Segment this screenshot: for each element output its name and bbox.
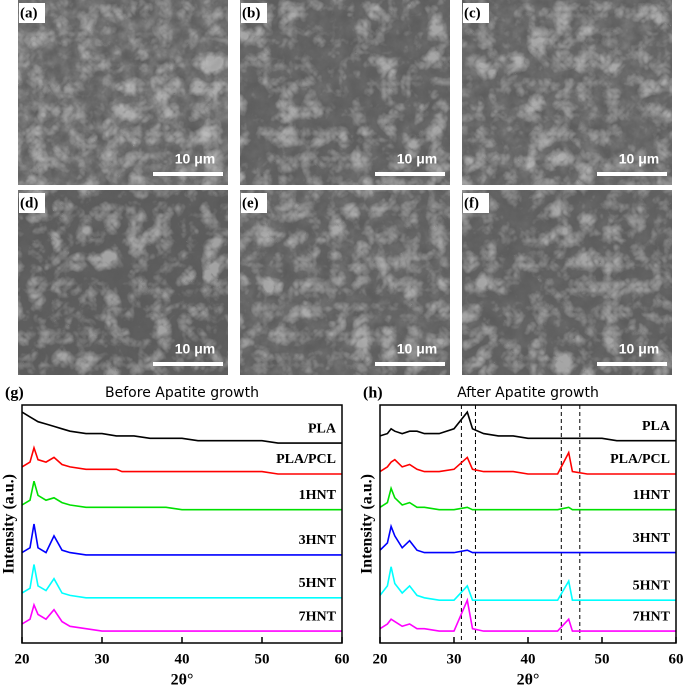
sem-label-box — [241, 3, 267, 23]
x-tick-label: 20 — [15, 651, 30, 667]
xrd-line — [379, 523, 676, 554]
chart-title: Before Apatite growth — [105, 385, 259, 401]
x-tick-label: 30 — [95, 651, 110, 667]
xrd-line — [379, 450, 676, 475]
x-tick-label: 20 — [373, 651, 388, 667]
x-axis-label: 2θ° — [171, 672, 194, 689]
y-axis-label: Intensity (a.u.) — [1, 474, 18, 574]
series-label: 1HNT — [633, 488, 671, 503]
series-label: 3HNT — [633, 531, 671, 546]
xrd-line — [21, 411, 342, 444]
series-label: 7HNT — [299, 609, 337, 624]
series-label: 5HNT — [299, 576, 337, 591]
scale-bar — [153, 362, 223, 366]
sem-label-box — [463, 3, 489, 23]
scale-bar-label: 10 μm — [619, 151, 659, 167]
x-tick-label: 60 — [669, 651, 684, 667]
scale-bar-label: 10 μm — [619, 341, 659, 357]
xrd-line — [379, 566, 676, 601]
sem-highlights — [18, 0, 228, 185]
sem-label: (e) — [242, 195, 259, 211]
sem-highlights — [462, 190, 672, 375]
scale-bar — [375, 362, 445, 366]
series-label: PLA — [642, 419, 671, 434]
sem-highlights — [462, 0, 672, 185]
xrd-line — [21, 564, 342, 599]
sem-highlights — [240, 190, 450, 375]
scale-bar-label: 10 μm — [175, 151, 215, 167]
x-tick-label: 50 — [595, 651, 610, 667]
xrd-line — [379, 410, 676, 442]
xrd-line — [21, 445, 342, 475]
series-label: 5HNT — [633, 578, 671, 593]
series-label: PLA — [308, 421, 337, 436]
xrd-line — [21, 480, 342, 511]
plot-frame — [379, 404, 677, 644]
sem-label-box — [19, 193, 45, 213]
sem-label: (f) — [464, 195, 479, 211]
sem-label-box — [19, 3, 45, 23]
x-tick-label: 50 — [255, 651, 270, 667]
sem-image: (f) 10 μm — [462, 190, 672, 375]
series-label: 1HNT — [299, 488, 337, 503]
sem-label: (d) — [20, 195, 38, 211]
sem-label: (a) — [20, 5, 38, 21]
sem-label-box — [463, 193, 489, 213]
plot-frame — [21, 404, 343, 644]
scale-bar-label: 10 μm — [175, 341, 215, 357]
x-tick-label: 40 — [521, 651, 536, 667]
series-label: PLA/PCL — [610, 452, 670, 467]
x-axis-label: 2θ° — [517, 672, 540, 689]
scale-bar — [597, 362, 667, 366]
sem-label: (b) — [242, 5, 260, 21]
scale-bar — [597, 172, 667, 176]
sem-label: (c) — [464, 5, 481, 21]
sem-image: (c) 10 μm — [462, 0, 672, 185]
scale-bar-label: 10 μm — [397, 151, 437, 167]
sem-highlights — [18, 190, 228, 375]
sem-label-box — [241, 193, 267, 213]
series-label: 3HNT — [299, 533, 337, 548]
series-label: 7HNT — [633, 609, 671, 624]
sem-image: (b) 10 μm — [240, 0, 450, 185]
scale-bar-label: 10 μm — [397, 341, 437, 357]
sem-image: (e) 10 μm — [240, 190, 450, 375]
series-label: PLA/PCL — [276, 452, 336, 467]
scale-bar — [153, 172, 223, 176]
sem-highlights — [240, 0, 450, 185]
xrd-line — [379, 485, 676, 511]
panel-label: (h) — [363, 385, 383, 402]
panel-label: (g) — [5, 385, 24, 402]
chart-title: After Apatite growth — [457, 385, 599, 401]
scale-bar — [375, 172, 445, 176]
x-tick-label: 40 — [175, 651, 190, 667]
sem-image: (a) 10 μm — [18, 0, 228, 185]
x-tick-label: 60 — [335, 651, 350, 667]
xrd-line — [21, 523, 342, 556]
sem-image: (d) 10 μm — [18, 190, 228, 375]
y-axis-label: Intensity (a.u.) — [359, 474, 376, 574]
xrd-line — [21, 602, 342, 632]
xrd-line — [379, 597, 676, 632]
x-tick-label: 30 — [447, 651, 462, 667]
